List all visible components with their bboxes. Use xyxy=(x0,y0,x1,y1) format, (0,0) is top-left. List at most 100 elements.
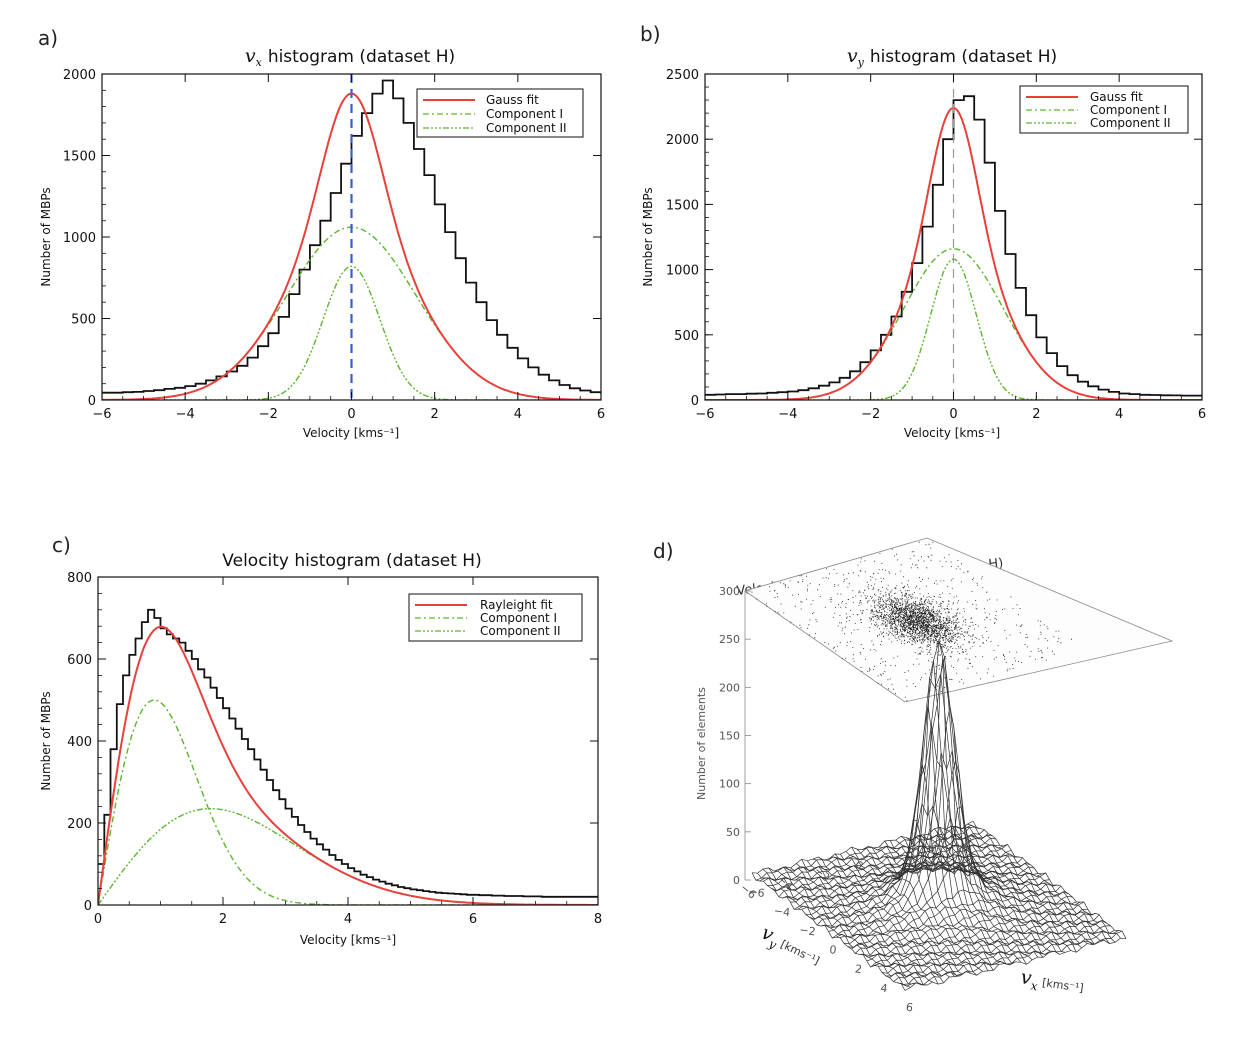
surface-line-vx xyxy=(839,815,1062,939)
panel-a-ytick-label: 1000 xyxy=(63,231,96,246)
vx-symbol: v xyxy=(1019,966,1033,989)
panel-c-histogram-steps xyxy=(98,608,598,898)
surface-line-vx xyxy=(885,920,1108,977)
panel-a-xtick-label: 6 xyxy=(597,407,605,422)
panel-a-ytick-label: 1500 xyxy=(63,150,96,165)
panel-b-histogram-steps xyxy=(705,95,1202,397)
panel-a-title-symbol: v xyxy=(245,45,256,67)
panel-c-histogram xyxy=(98,608,598,898)
panel-b-title-subscript: y xyxy=(857,56,865,69)
z-tick-label: 50 xyxy=(726,826,740,839)
surface-line-vx xyxy=(901,930,1123,987)
z-axis-ticks: 0 50 100 150 200 250 300 xyxy=(719,585,751,887)
panel-a-xtick-label: 2 xyxy=(431,407,439,422)
vx-tick-label: −6 xyxy=(748,885,766,900)
surface-line-vx xyxy=(855,901,1077,954)
panel-b-xtick-label: −4 xyxy=(778,407,797,422)
panel-b-xtick-label: 4 xyxy=(1115,407,1123,422)
panel-a-legend-comp1: Component I xyxy=(486,107,563,121)
panel-b-ytick-label: 500 xyxy=(674,329,699,344)
panel-c-xtick-label: 4 xyxy=(344,912,352,927)
panel-c-xtick-label: 6 xyxy=(469,912,477,927)
panel-b-ytick-label: 1000 xyxy=(666,264,699,279)
surface-line-vx xyxy=(851,895,1073,950)
z-tick-label: 0 xyxy=(733,874,740,887)
panel-b-xtick-label: −6 xyxy=(695,407,714,422)
surface-line-vy xyxy=(873,706,1027,965)
vy-unit: [kms⁻¹] xyxy=(778,938,821,968)
vx-tick-label: −2 xyxy=(799,923,817,938)
panel-b-xtick-label: 2 xyxy=(1032,407,1040,422)
surface-line-vx xyxy=(828,639,1050,932)
panel-c-xtick-label: 2 xyxy=(219,912,227,927)
panel-b-legend-comp1: Component I xyxy=(1090,103,1167,117)
z-tick-label: 150 xyxy=(719,730,740,743)
panel-c-label: c) xyxy=(52,533,71,557)
panel-c-legend-fit: Rayleight fit xyxy=(480,598,553,612)
panel-a-xtick-label: −2 xyxy=(259,407,278,422)
surface-line-vx xyxy=(820,724,1042,927)
panel-b-legend-box xyxy=(1019,85,1189,134)
surface-line-vx xyxy=(782,844,1004,899)
panel-c-xtick-label: 8 xyxy=(594,912,602,927)
scatter-plane xyxy=(744,537,1174,703)
panel-b-ytick-label: 2000 xyxy=(666,133,699,148)
vx-tick-label: −4 xyxy=(773,904,791,919)
surface-line-vx xyxy=(859,901,1081,956)
panel-a-ticks: −6 −4 −2 0 2 4 6 0 500 1000 1500 2000 xyxy=(63,68,605,422)
panel-b-legend: Gauss fit Component I Component II xyxy=(1019,85,1189,134)
panel-a-ytick-label: 500 xyxy=(71,313,96,328)
panel-a-legend-box xyxy=(416,88,584,138)
surface-line-vx xyxy=(874,912,1096,967)
surface-line-vx xyxy=(878,914,1100,968)
panel-c-xlabel: Velocity [kms⁻¹] xyxy=(300,933,396,947)
surface-line-vy xyxy=(956,826,1110,944)
panel-d: d) Velocity components of MBPs (dataset … xyxy=(653,537,1174,1014)
panel-a-xtick-label: −6 xyxy=(92,407,111,422)
vx-tick-label: 6 xyxy=(905,1001,914,1015)
surface-line-vx xyxy=(774,837,997,892)
vx-tick-label: 0 xyxy=(829,943,838,957)
panel-a-legend-comp2: Component II xyxy=(486,121,567,135)
surface-line-vx xyxy=(786,844,1008,900)
panel-c-ytick-label: 800 xyxy=(67,571,92,586)
vx-tick-label: 2 xyxy=(854,962,863,976)
panel-b-title: vy histogram (dataset H) xyxy=(847,45,1057,69)
panel-c-ytick-label: 400 xyxy=(67,735,92,750)
panel-c-ytick-label: 200 xyxy=(67,817,92,832)
panel-b-xlabel: Velocity [kms⁻¹] xyxy=(904,426,1000,440)
panel-a-histogram-steps xyxy=(102,79,601,394)
surface-line-vx xyxy=(755,824,977,881)
panel-b-legend-comp2: Component II xyxy=(1090,116,1171,130)
panel-a-ytick-label: 2000 xyxy=(63,68,96,83)
panel-c-legend-comp1: Component I xyxy=(480,611,557,625)
vx-axis-ticks: −6 −4 −2 0 2 4 6 xyxy=(748,885,914,1014)
surface-line-vx xyxy=(843,865,1065,945)
panel-a-xtick-label: 4 xyxy=(514,407,522,422)
surface-line-vy xyxy=(774,870,928,986)
panel-c-legend: Rayleight fit Component I Component II xyxy=(408,593,583,642)
panel-b-ticks: −6 −4 −2 0 2 4 6 0 500 1000 1500 2000 2500 xyxy=(666,68,1206,422)
panel-a-histogram xyxy=(102,79,601,394)
panel-b-ylabel: Number of MBPs xyxy=(641,187,655,286)
panel-b-ytick-label: 2500 xyxy=(666,68,699,83)
surface-line-vx xyxy=(893,929,1115,982)
panel-a-ytick-label: 0 xyxy=(88,394,96,409)
surface-line-vx xyxy=(835,750,1058,938)
panel-b-xtick-label: 0 xyxy=(949,407,957,422)
panel-b-title-symbol: v xyxy=(847,45,858,67)
panel-b-legend-fit: Gauss fit xyxy=(1090,90,1143,104)
panel-a-ylabel: Number of MBPs xyxy=(39,187,53,286)
panel-b-histogram xyxy=(705,95,1202,397)
panel-c-title: Velocity histogram (dataset H) xyxy=(222,551,481,571)
panel-a-legend-fit: Gauss fit xyxy=(486,93,539,107)
surface-line-vx xyxy=(870,911,1092,968)
panel-b-ytick-label: 0 xyxy=(691,394,699,409)
panel-c-xtick-label: 0 xyxy=(94,912,102,927)
panel-d-label: d) xyxy=(653,539,674,563)
panel-b-xtick-label: −2 xyxy=(861,407,880,422)
z-tick-label: 200 xyxy=(719,681,740,694)
surface-line-vx xyxy=(866,908,1088,962)
surface-line-vx xyxy=(832,658,1054,939)
panel-c: c) Velocity histogram (dataset H) 0 2 4 6 80… xyxy=(39,533,602,947)
